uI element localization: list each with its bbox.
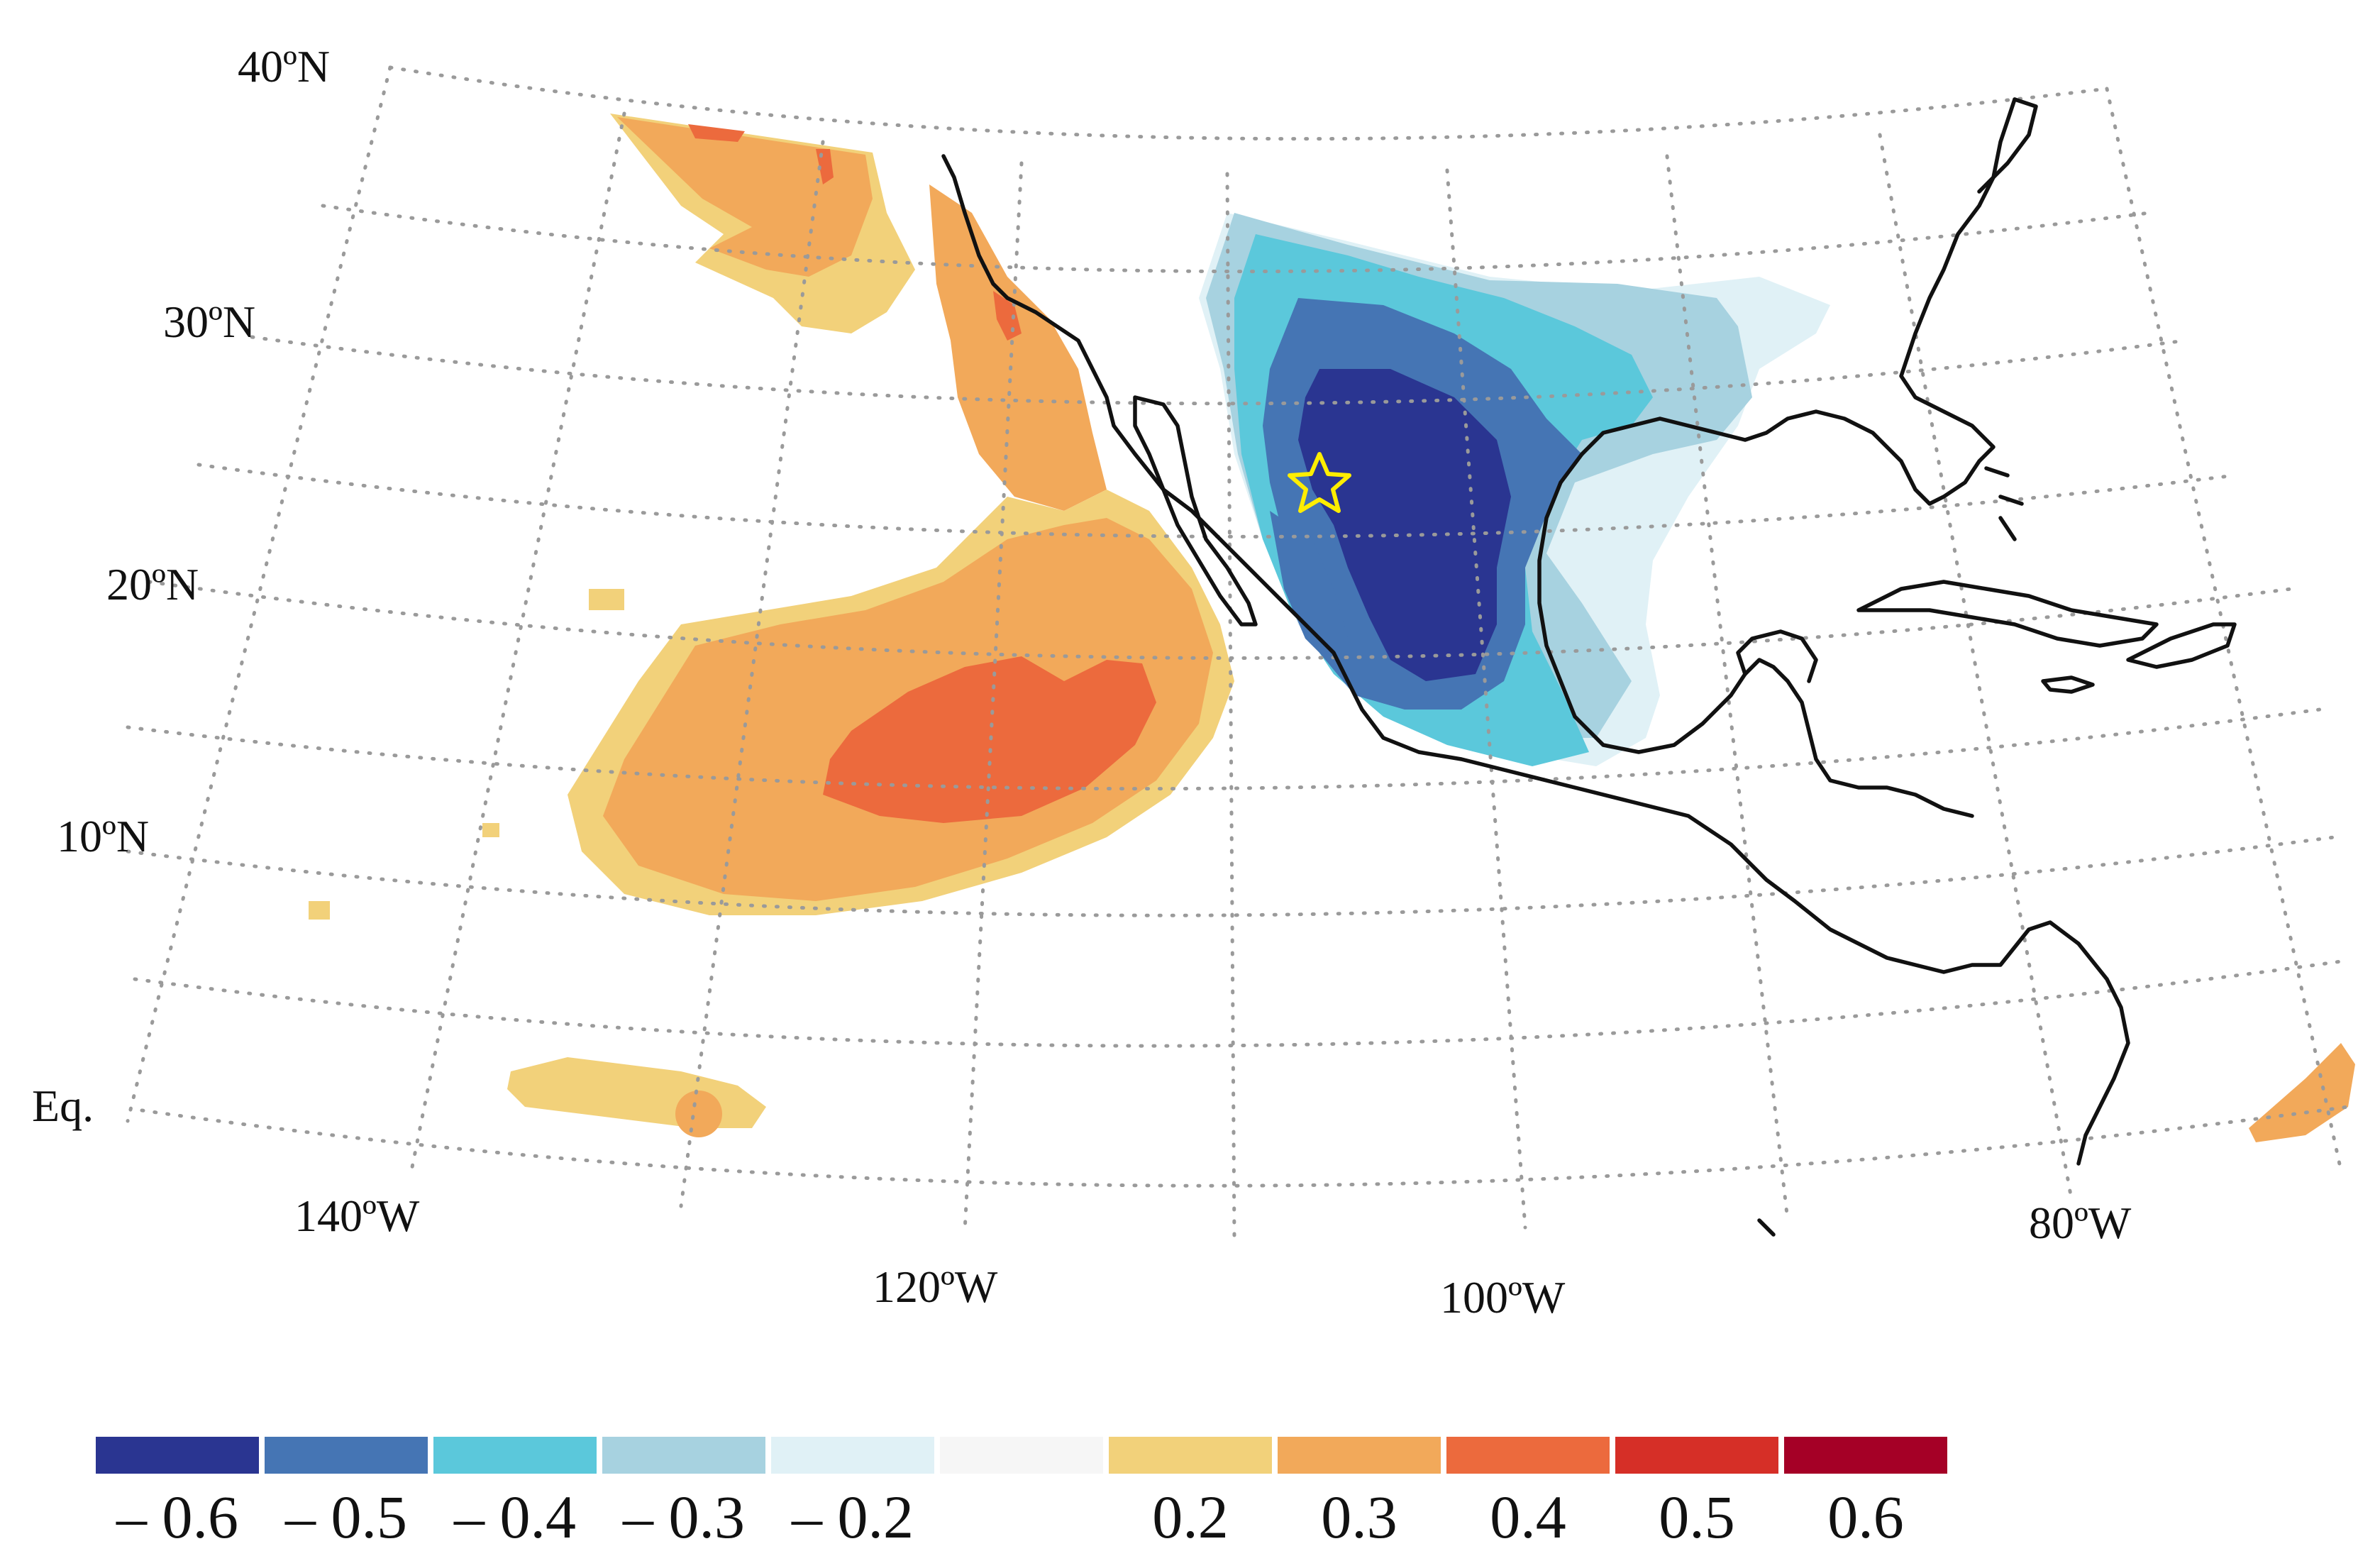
field-region-equatorial-03 xyxy=(675,1091,722,1137)
field-region-ne-pacific-04 xyxy=(816,149,834,184)
lat-label-eq: Eq. xyxy=(32,1081,94,1131)
lat-label-10n: 10ºN xyxy=(57,811,149,861)
lon-label-120w: 120ºW xyxy=(873,1262,998,1312)
colorbar-swatch-7 xyxy=(1278,1437,1441,1474)
field-region-neg-05-coast xyxy=(1270,511,1348,667)
colorbar-swatch-10 xyxy=(1784,1437,1947,1474)
field-speck-1 xyxy=(309,901,330,920)
field-region-ne-pacific-04b xyxy=(688,124,745,142)
coastline-hispaniola xyxy=(2126,622,2237,669)
positive-anomaly-field xyxy=(309,114,2355,1142)
longitude-labels: 140ºW 120ºW 100ºW 80ºW xyxy=(294,1191,2132,1323)
field-region-ne-pacific-03 xyxy=(617,117,873,277)
coastline-galapagos xyxy=(1757,1218,1776,1237)
coastline-gulf-of-mexico xyxy=(1580,97,2017,506)
lat-label-40n: 40ºN xyxy=(238,41,330,92)
coastline-jamaica xyxy=(2041,675,2095,694)
colorbar-swatch-8 xyxy=(1446,1437,1610,1474)
colorbar-label-4: – 0.2 xyxy=(791,1483,914,1551)
coastline-yucatan xyxy=(1736,629,1818,683)
field-region-se-corner xyxy=(2249,1043,2355,1142)
colorbar-swatch-3 xyxy=(602,1437,765,1474)
colorbar-swatch-4 xyxy=(771,1437,934,1474)
field-region-equatorial xyxy=(507,1057,766,1128)
colorbar-label-0: – 0.6 xyxy=(116,1483,238,1551)
coastline-mexico-gulf xyxy=(1537,452,1974,818)
colorbar-label-7: 0.3 xyxy=(1321,1483,1397,1551)
colorbar-label-2: – 0.4 xyxy=(453,1483,576,1551)
coastlines xyxy=(941,97,2237,1237)
colorbar-label-8: 0.4 xyxy=(1490,1483,1566,1551)
latitude-labels: 40ºN 30ºN 20ºN 10ºN Eq. xyxy=(32,41,330,1131)
colorbar-swatch-1 xyxy=(265,1437,428,1474)
coastline-east-us xyxy=(1977,97,2038,194)
field-region-tropical-pacific-04 xyxy=(823,656,1156,823)
graticule xyxy=(126,65,2350,1240)
colorbar-swatch-6 xyxy=(1109,1437,1272,1474)
field-region-baja-coast-04 xyxy=(993,291,1022,341)
lat-label-20n: 20ºN xyxy=(106,559,199,609)
lat-label-30n: 30ºN xyxy=(163,297,255,347)
colorbar-swatch-0 xyxy=(96,1437,259,1474)
colorbar-label-1: – 0.5 xyxy=(284,1483,407,1551)
coastline-bahamas xyxy=(1984,466,2024,541)
colorbar-label-3: – 0.3 xyxy=(622,1483,745,1551)
lon-label-80w: 80ºW xyxy=(2029,1198,2132,1248)
star-marker xyxy=(1288,452,1351,513)
colorbar: – 0.6 – 0.5 – 0.4 – 0.3 – 0.2 0.2 0.3 0.4 0.5 0.6 xyxy=(96,1437,1947,1551)
colorbar-label-6: 0.2 xyxy=(1152,1483,1229,1551)
negative-anomaly-field xyxy=(1199,213,1830,766)
lon-label-100w: 100ºW xyxy=(1440,1272,1566,1323)
colorbar-label-9: 0.5 xyxy=(1659,1483,1735,1551)
colorbar-swatch-9 xyxy=(1615,1437,1778,1474)
colorbar-swatch-2 xyxy=(433,1437,597,1474)
coastline-baja-peninsula xyxy=(1133,395,1258,627)
colorbar-swatch-5 xyxy=(940,1437,1103,1474)
field-speck-3 xyxy=(482,823,499,837)
field-region-neg-06 xyxy=(1298,369,1511,681)
field-speck-2 xyxy=(589,589,624,610)
colorbar-label-10: 0.6 xyxy=(1827,1483,1904,1551)
lon-label-140w: 140ºW xyxy=(294,1191,420,1241)
coastline-north-america-pacific xyxy=(941,154,2130,1166)
coastline-cuba xyxy=(1856,580,2159,648)
